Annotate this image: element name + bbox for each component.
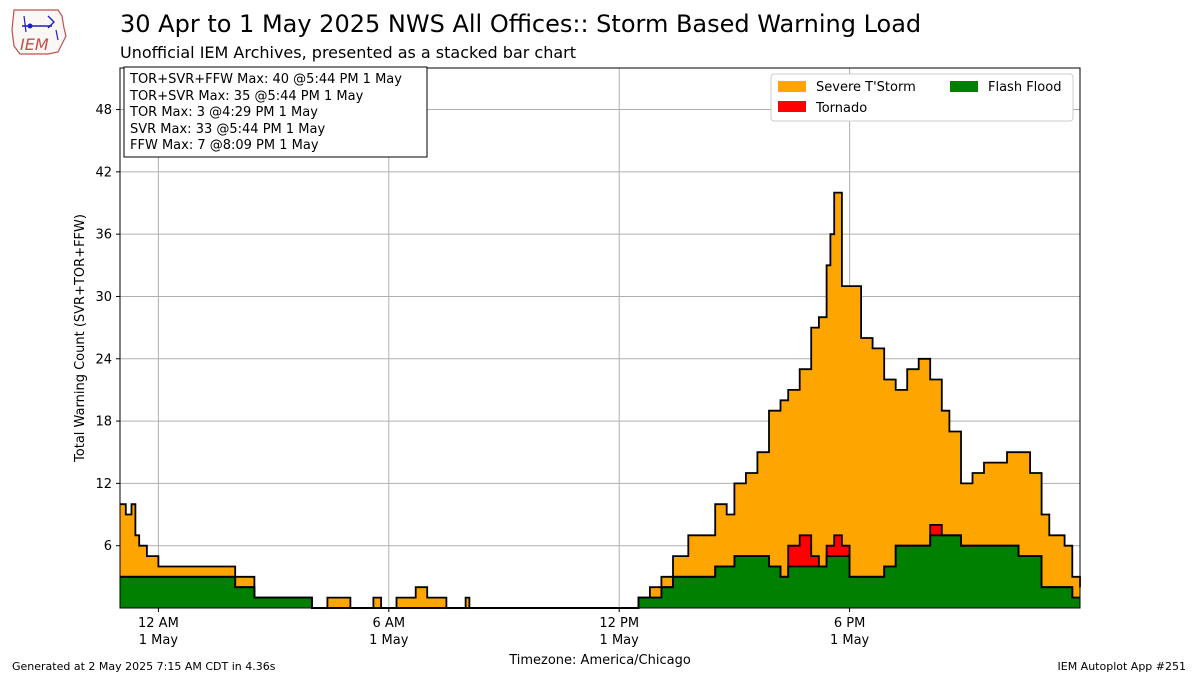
- generated-note: Generated at 2 May 2025 7:15 AM CDT in 4…: [12, 660, 276, 673]
- x-tick-label: 6 AM: [373, 616, 406, 631]
- x-tick-label: 6 PM: [834, 616, 865, 631]
- plot-frame: [119, 67, 1081, 609]
- chart-subtitle: Unofficial IEM Archives, presented as a …: [120, 43, 577, 62]
- y-tick-label: 18: [95, 415, 112, 430]
- area-ffw: [120, 535, 1080, 608]
- y-tick-label: 42: [95, 165, 112, 180]
- x-tick-label: 12 AM: [138, 616, 179, 631]
- x-tick-label: 1 May: [830, 633, 870, 648]
- x-tick-label: 12 PM: [599, 616, 639, 631]
- chart-title: 30 Apr to 1 May 2025 NWS All Offices:: S…: [120, 10, 922, 38]
- x-tick-label: 1 May: [600, 633, 640, 648]
- x-tick-label: 1 May: [139, 633, 179, 648]
- legend: Severe T'Storm Flash Flood Tornado: [770, 73, 1074, 122]
- x-axis-label: Timezone: America/Chicago: [508, 653, 691, 668]
- legend-swatch-svr: [778, 81, 806, 92]
- y-tick-label: 24: [95, 352, 112, 367]
- legend-label-ffw: Flash Flood: [988, 80, 1061, 95]
- stats-box: TOR+SVR+FFW Max: 40 @5:44 PM 1 May TOR+S…: [123, 66, 428, 158]
- legend-label-svr: Severe T'Storm: [816, 80, 916, 95]
- app-note: IEM Autoplot App #251: [1057, 660, 1187, 673]
- axis-ticks: 6 12 18 24 30 36 42 48 12 AM 1 May 6 AM 1 May 12 PM 1…: [95, 103, 869, 648]
- legend-label-tor: Tornado: [815, 101, 867, 116]
- y-axis-label: Total Warning Count (SVR+TOR+FFW): [73, 214, 88, 463]
- y-tick-label: 12: [95, 477, 112, 492]
- stats-line-4: SVR Max: 33 @5:44 PM 1 May: [130, 122, 325, 137]
- y-tick-label: 36: [95, 228, 112, 243]
- legend-swatch-ffw: [950, 81, 978, 92]
- stats-line-5: FFW Max: 7 @8:09 PM 1 May: [130, 138, 319, 153]
- y-tick-label: 48: [95, 103, 112, 118]
- iem-logo: IEM: [11, 9, 67, 55]
- x-tick-label: 1 May: [369, 633, 409, 648]
- logo-text: IEM: [20, 35, 49, 54]
- stacked-areas: [120, 191, 1081, 609]
- outline-svr: [120, 191, 1081, 609]
- y-tick-label: 6: [104, 539, 112, 554]
- y-tick-label: 30: [95, 290, 112, 305]
- area-tor: [120, 524, 1080, 608]
- stats-line-2: TOR+SVR Max: 35 @5:44 PM 1 May: [129, 89, 364, 104]
- legend-swatch-tor: [778, 101, 806, 112]
- stats-line-3: TOR Max: 3 @4:29 PM 1 May: [129, 105, 318, 120]
- stats-line-1: TOR+SVR+FFW Max: 40 @5:44 PM 1 May: [129, 72, 402, 87]
- area-svr: [120, 192, 1080, 608]
